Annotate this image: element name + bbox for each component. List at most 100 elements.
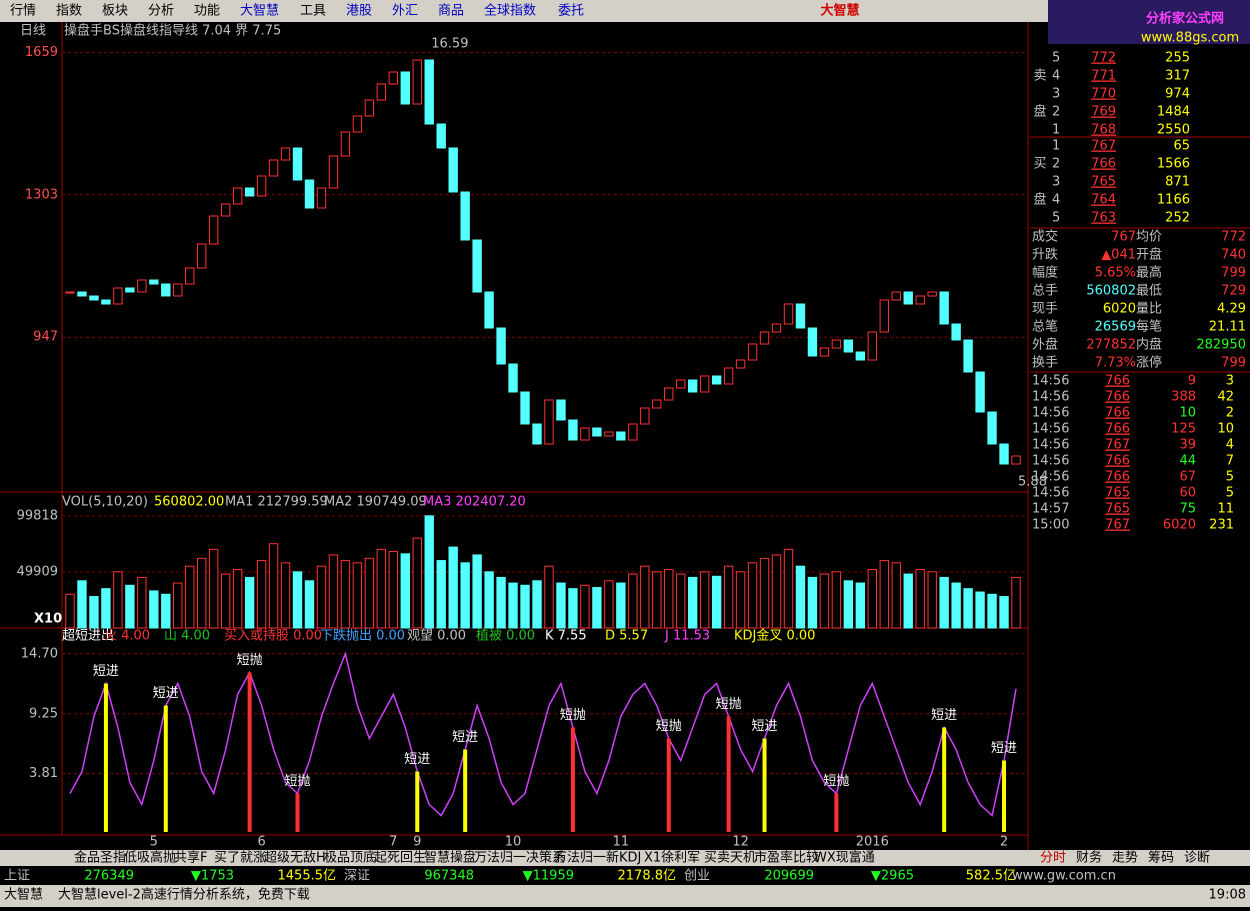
indicator-tab[interactable]: 起死回生 [374, 851, 426, 866]
indicator-tab[interactable]: X1徐利军 [644, 851, 700, 866]
candle [508, 363, 518, 393]
book-level: 3 [1052, 175, 1060, 190]
menu-item[interactable]: 港股 [346, 4, 372, 19]
stat-value: 729 [1221, 284, 1246, 299]
indicator-tab[interactable]: 极品顶底 [324, 850, 376, 866]
indicator-tab[interactable]: 共享F [174, 850, 207, 866]
volume-bar [304, 580, 315, 629]
menu-item[interactable]: 全球指数 [484, 3, 536, 19]
indicator-tab[interactable]: 买了就涨 [214, 851, 266, 866]
book-level: 1 [1052, 139, 1060, 154]
volume-bar [424, 515, 434, 629]
indicator-tab[interactable]: 超级无敌H [264, 851, 326, 866]
candle [280, 147, 291, 161]
tick-volume: 44 [1179, 454, 1196, 469]
tick-price: 767 [1105, 518, 1130, 533]
indicator-tab[interactable]: 智慧操盘 [424, 850, 476, 866]
volume-bar [915, 569, 925, 629]
tick-price: 765 [1105, 486, 1130, 501]
menu-item[interactable]: 外汇 [392, 4, 418, 19]
volume-bar [664, 569, 674, 629]
volume-bar [963, 588, 973, 629]
volume-bar [699, 571, 710, 629]
volume-bar [723, 565, 734, 629]
volume-bar [759, 557, 770, 629]
volume-bar [448, 546, 458, 629]
stat-label: 成交 [1032, 229, 1058, 245]
menu-item[interactable]: 分析 [148, 4, 174, 19]
volume-bar [77, 580, 87, 629]
annotation: 5.88 [1018, 475, 1047, 490]
volume-header: MA3 202407.20 [423, 495, 526, 510]
x-tick-label: 10 [505, 835, 522, 850]
volume-bar [197, 557, 207, 629]
tick-count: 7 [1226, 454, 1234, 469]
kdj-header: 山 4.00 [164, 629, 210, 644]
menu-item[interactable]: 板块 [102, 4, 128, 19]
signal-mark [463, 749, 468, 832]
j-line [69, 651, 1017, 817]
candle [208, 215, 219, 245]
side-tab[interactable]: 诊断 [1184, 851, 1210, 866]
side-tab[interactable]: 财务 [1076, 850, 1102, 866]
side-tab[interactable]: 走势 [1112, 850, 1138, 866]
indicator-tab[interactable]: 低吸高抛 [124, 850, 176, 866]
candle [412, 59, 422, 105]
stat-value: 772 [1221, 230, 1246, 245]
volume-bar [244, 576, 255, 629]
side-tab[interactable]: 筹码 [1148, 850, 1174, 866]
menu-item[interactable]: 委托 [558, 4, 584, 19]
signal-mark [570, 727, 575, 832]
tick-volume: 60 [1179, 486, 1196, 501]
candle [137, 279, 147, 293]
candle [149, 279, 159, 285]
book-label: 盘 [1033, 192, 1046, 208]
indicator-tab[interactable]: 万法归一决策系 [474, 850, 565, 866]
tick-price: 765 [1105, 502, 1130, 517]
kdj-header: J 11.53 [664, 629, 710, 644]
menu-item[interactable]: 商品 [438, 4, 464, 19]
volume-bar [125, 584, 135, 629]
side-tab[interactable]: 分时 [1040, 851, 1066, 866]
stat-value: 7.73% [1095, 356, 1136, 371]
stat-value: ▲041 [1101, 248, 1136, 263]
menu-bar [0, 0, 1250, 22]
stat-value: 6020 [1103, 302, 1136, 317]
signal-label: 短进 [991, 741, 1017, 756]
stat-label: 均价 [1136, 230, 1162, 245]
menu-item[interactable]: 功能 [194, 4, 220, 19]
menu-item[interactable]: 指数 [56, 4, 82, 19]
tick-count: 5 [1226, 486, 1234, 501]
signal-mark [415, 771, 420, 832]
stat-value: 799 [1221, 266, 1246, 281]
tick-time: 14:56 [1032, 470, 1069, 485]
volume-bar [388, 551, 399, 629]
candle [388, 71, 399, 85]
candle [831, 339, 842, 349]
candle [292, 147, 303, 181]
indicator-tab[interactable]: 万法归一新KDJ [554, 850, 641, 866]
signal-mark [726, 716, 731, 832]
indicator-tab[interactable]: 买卖天机 [704, 851, 756, 866]
book-price: 766 [1091, 157, 1116, 172]
indicator-tab[interactable]: 金品圣指 [74, 850, 126, 866]
tick-time: 14:57 [1032, 502, 1069, 517]
volume-bar [735, 571, 746, 629]
candle [951, 323, 961, 341]
indicator-tab[interactable]: 市盈率比较 [754, 850, 819, 866]
menu-item[interactable]: 行情 [10, 4, 36, 19]
volume-bar [508, 582, 518, 629]
indicator-tab[interactable]: WX现富通 [814, 850, 875, 866]
candle [676, 379, 686, 389]
volume-bar [819, 573, 830, 629]
stat-label: 幅度 [1032, 265, 1058, 281]
stat-value: 26569 [1095, 320, 1136, 335]
tick-time: 15:00 [1032, 518, 1069, 533]
clock: 19:08 [1209, 888, 1246, 903]
signal-mark [295, 793, 300, 832]
menu-item[interactable]: 工具 [300, 4, 326, 19]
menu-item[interactable]: 大智慧 [240, 3, 279, 19]
stat-value: 799 [1221, 356, 1246, 371]
candle [424, 59, 434, 125]
candle [304, 179, 315, 209]
